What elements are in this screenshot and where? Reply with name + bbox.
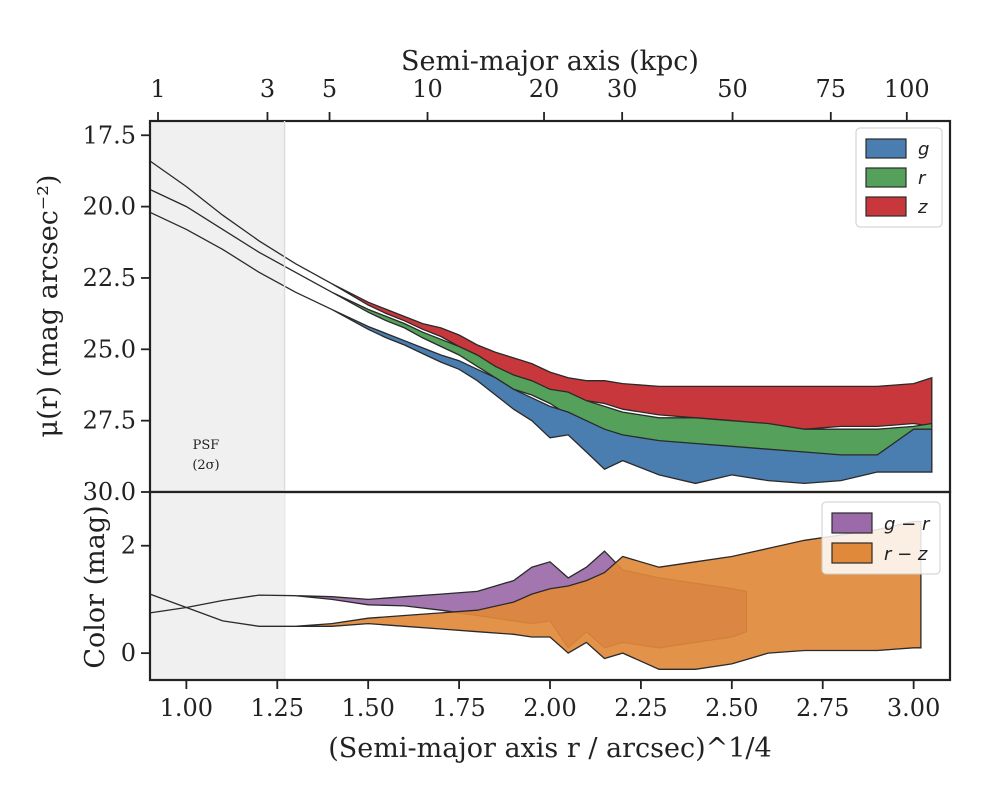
kpc-tick-label: 20 [529, 75, 560, 103]
top-y-axis-title: μ(r) (mag arcsec⁻²) [33, 175, 64, 438]
band-rz [149, 520, 922, 670]
top-legend: grz [855, 127, 943, 228]
bottom-legend: g − r r − z [821, 501, 941, 575]
x-tick-label: 1.25 [251, 694, 304, 722]
legend-swatch [865, 167, 907, 188]
legend-swatch [831, 542, 873, 564]
kpc-tick-label: 1 [150, 75, 165, 103]
x-tick-label: 2.00 [523, 694, 576, 722]
brightness-areas [149, 160, 933, 485]
y-tick-label: 20.0 [83, 193, 136, 221]
kpc-tick-label: 75 [816, 75, 847, 103]
legend-label: r − z [884, 544, 928, 565]
bottom-x-ticks: 1.00 1.25 1.50 1.75 2.00 2.25 2.50 2.75 3.00 [160, 680, 940, 722]
psf-region-bottom [150, 492, 285, 680]
y-tick-label: 22.5 [83, 264, 136, 292]
x-tick-label: 2.25 [614, 694, 667, 722]
kpc-tick-label: 5 [322, 75, 337, 103]
x-tick-label: 1.00 [160, 694, 213, 722]
bottom-x-axis-title: (Semi-major axis r / arcsec)^1/4 [328, 733, 771, 764]
x-tick-label: 1.75 [432, 694, 485, 722]
band-z [149, 160, 933, 430]
kpc-tick-label: 3 [260, 75, 275, 103]
bottom-y-axis-title: Color (mag) [80, 505, 111, 668]
color-areas [149, 520, 922, 670]
kpc-tick-label: 50 [717, 75, 748, 103]
y-tick-label: 30.0 [83, 478, 136, 506]
x-tick-label: 1.50 [341, 694, 394, 722]
kpc-tick-label: 10 [412, 75, 443, 103]
top-x-axis-title: Semi-major axis (kpc) [401, 46, 699, 77]
psf-label: PSF [193, 438, 220, 453]
y-tick-label: 27.5 [83, 407, 136, 435]
legend-label: z [917, 197, 928, 218]
kpc-tick-label: 30 [607, 75, 638, 103]
y-tick-label: 17.5 [83, 121, 136, 149]
bottom-y-ticks: 02 [121, 532, 150, 667]
band-g [149, 211, 933, 485]
x-tick-label: 2.50 [705, 694, 758, 722]
x-tick-label: 3.00 [887, 694, 940, 722]
legend-swatch [865, 196, 907, 217]
kpc-tick-label: 100 [884, 75, 930, 103]
psf-region-top [150, 121, 285, 492]
legend-label: g [918, 139, 929, 160]
y-tick-label: 25.0 [83, 335, 136, 363]
color-panel: 02 1.00 1.25 1.50 1.75 2.00 2.25 2.50 2.75 3.00 … [121, 490, 952, 722]
y-tick-label: 0 [121, 639, 136, 667]
psf-sigma-label: (2σ) [192, 458, 219, 473]
surface-brightness-panel: 17.520.022.525.027.530.0 1 3 5 10 20 30 50 75 10… [83, 75, 952, 680]
top-y-ticks: 17.5 20.0 22.5 25.0 27.5 30.0 [83, 121, 150, 506]
x-tick-label: 2.75 [796, 694, 849, 722]
y-tick-label: 2 [121, 532, 136, 560]
legend-label: r [918, 168, 927, 189]
top-x-ticks-kpc: 1 3 5 10 20 30 50 75 100 [150, 75, 930, 121]
legend-swatch [831, 512, 873, 534]
legend-label: g − r [884, 514, 931, 535]
legend-swatch [865, 138, 907, 159]
